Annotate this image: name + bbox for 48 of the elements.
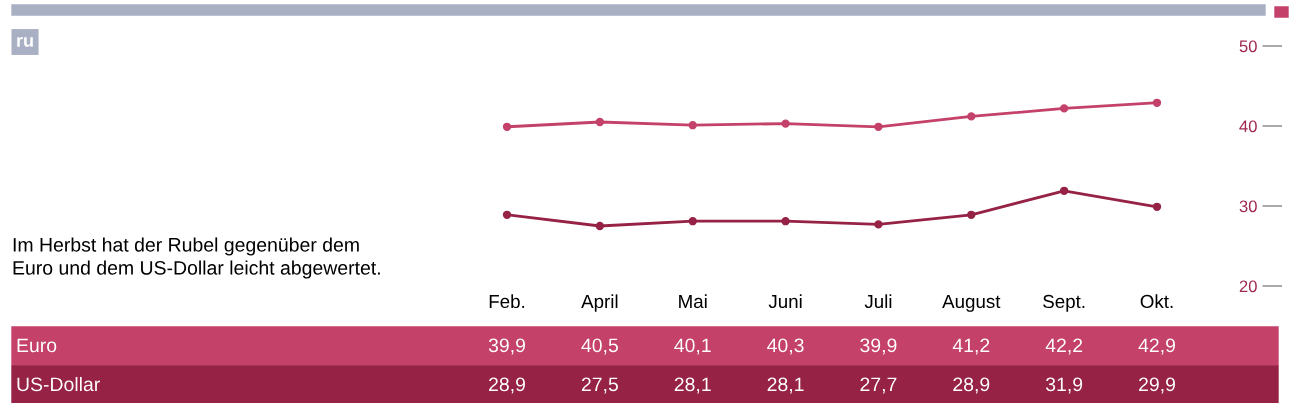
x-tick-label: Okt. <box>1140 294 1173 309</box>
data-label: 39,9 <box>488 338 525 355</box>
x-tick-label: Sept. <box>1043 294 1085 312</box>
point <box>502 122 512 131</box>
x-tick-label: April <box>581 294 618 312</box>
text: Im Herbst hat der Rubel gegenüber dem Euro und dem US-Dollar leicht abgewertet. <box>13 237 380 279</box>
text: US-Dollar <box>17 376 100 392</box>
point <box>967 210 976 219</box>
point <box>1152 202 1162 211</box>
x-tick-label: Feb. <box>489 294 525 309</box>
data-label: 40,5 <box>581 338 618 355</box>
point <box>1059 186 1069 195</box>
point <box>874 122 883 131</box>
x-tick-label: Juli <box>864 294 892 309</box>
point <box>502 210 512 219</box>
data-label: 40,3 <box>767 338 804 355</box>
y-tick-label: 20 <box>1239 280 1257 293</box>
y-tick-label: 50 <box>1239 40 1257 53</box>
point <box>595 117 605 127</box>
data-label: 27,5 <box>581 377 618 394</box>
data-label: 28,1 <box>767 377 804 394</box>
data-label: 28,1 <box>674 377 711 394</box>
x-tick-label: August <box>942 295 1001 312</box>
data-label: 28,9 <box>953 377 990 394</box>
text: ru <box>17 36 33 47</box>
data-label: 29,9 <box>1139 377 1175 394</box>
data-label: 42,9 <box>1138 338 1175 355</box>
text: Euro <box>17 338 57 353</box>
data-label: 27,7 <box>860 377 897 394</box>
x-tick-label: Juni <box>768 294 802 309</box>
point <box>781 119 790 128</box>
point <box>874 220 883 229</box>
point <box>688 121 697 130</box>
point <box>1152 98 1162 107</box>
data-label: 40,1 <box>674 338 711 355</box>
data-label: 28,9 <box>489 377 525 394</box>
y-tick-label: 30 <box>1239 200 1257 213</box>
point <box>781 217 790 226</box>
y-tick-label: 40 <box>1239 120 1257 133</box>
data-label: 39,9 <box>860 338 897 355</box>
data-label: 41,2 <box>952 338 990 355</box>
point <box>1059 104 1069 113</box>
point <box>688 217 697 226</box>
point <box>595 221 605 231</box>
x-tick-label: Mai <box>679 294 707 309</box>
data-label: 31,9 <box>1045 377 1083 394</box>
point <box>967 112 976 121</box>
data-label: 42,2 <box>1045 338 1083 355</box>
